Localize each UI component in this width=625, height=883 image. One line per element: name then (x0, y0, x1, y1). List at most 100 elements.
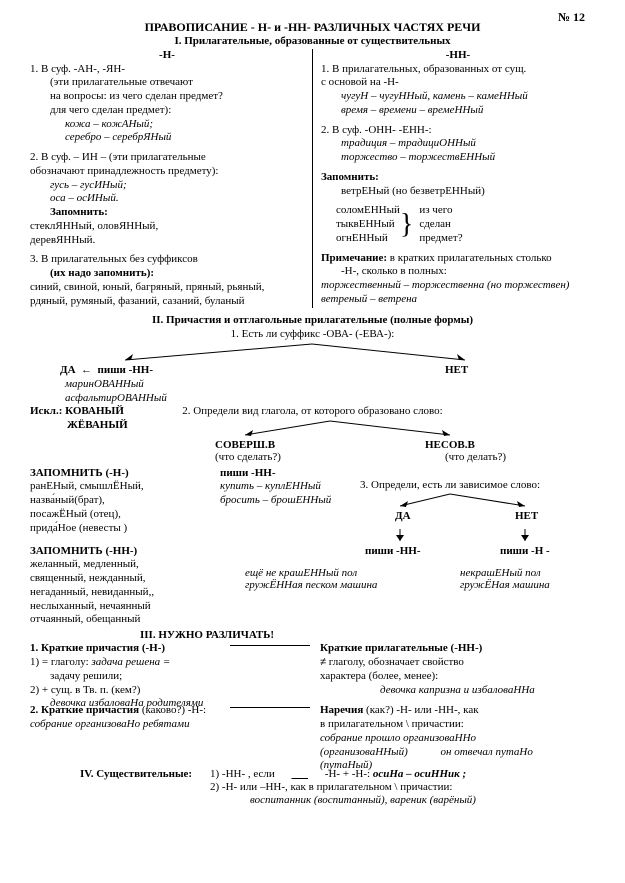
nar-ex1: собрание прошло организоваННо (320, 732, 600, 746)
nar-body: в прилагательном \ причастии: (320, 718, 600, 732)
l2-ex2: оса – осИНый. (50, 192, 304, 206)
nesov-q: (что делать?) (445, 451, 506, 465)
zapom-n-b2: назва́ный(брат), (30, 494, 190, 508)
pishi-n: пиши -Н - (500, 545, 550, 559)
main-title: ПРАВОПИСАНИЕ - Н- и -НН- РАЗЛИЧНЫХ ЧАСТЯ… (30, 20, 595, 35)
sec3-row2: 2. Краткие причастия (каково?) -Н-: собр… (30, 704, 595, 768)
l-zapom-b: стеклЯННый, оловЯННый, (30, 220, 304, 234)
zapom-n-head: ЗАПОМНИТЬ (-Н-) (30, 467, 190, 481)
r2-head: 2. В суф. -ОНН- -ЕНН-: (321, 124, 595, 138)
r-zapom: Запомнить: (321, 171, 595, 185)
nar-head: Наречия (320, 704, 363, 716)
kp2-ex2: собрание организоваНо ребятами (30, 718, 290, 732)
da-1: ДА (60, 364, 76, 376)
ex-net2: гружЁНая машина (460, 579, 550, 593)
section1-columns: -Н- 1. В суф. -АН-, -ЯН- (эти прилагател… (30, 49, 595, 309)
r1-head: 1. В прилагательных, образованных от сущ… (321, 63, 595, 77)
section4: IV. Существительные: 1) -НН- , если -Н- … (30, 768, 595, 808)
brosit: бросить – брошЕННый (220, 494, 331, 508)
l3-head: 3. В прилагательных без суффиксов (30, 253, 304, 267)
kp1-line: 1) = глаголу: задача решена = (30, 656, 290, 670)
pishi-nn-1: пиши -НН- (98, 364, 154, 376)
header-nn: -НН- (321, 49, 595, 63)
arrows-4 (30, 529, 595, 545)
flow-row2: ЗАПОМНИТЬ (-Н-) ранЕНый, смышлЁНый, назв… (30, 467, 595, 529)
sec4-1ex: осиНа – осиННик ; (373, 768, 466, 780)
kpril1-line: ≠ глаголу, обозначает свойство (320, 656, 590, 670)
kp1-ex: задача решена = (91, 656, 170, 668)
kp1: 1) = глаголу: (30, 656, 89, 668)
nar-ex2: (организоваННый) (320, 746, 408, 758)
sec2-q2: 2. Определи вид глагола, от которого обр… (30, 405, 595, 419)
l2-l1: обозначают принадлежность предмету): (30, 165, 304, 179)
l1-l3: для чего сделан предмет): (50, 104, 304, 118)
col-nn: -НН- 1. В прилагательных, образованных о… (312, 49, 595, 309)
r1-ex1: чугуН – чугуННый, камень – камеННый (341, 90, 595, 104)
sec3-row1: 1. Краткие причастия (-Н-) 1) = глаголу:… (30, 642, 595, 704)
zapom-n-b: ранЕНый, смышлЁНый, (30, 480, 190, 494)
col-n: -Н- 1. В суф. -АН-, -ЯН- (эти прилагател… (30, 49, 312, 309)
zapom-nn-head: ЗАПОМНИТЬ (-НН-) (30, 545, 190, 559)
l1-ex1: кожа – кожАНый; (65, 118, 304, 132)
kpril-head: Краткие прилагательные (-НН-) (320, 642, 590, 656)
l1-head: 1. В суф. -АН-, -ЯН- (30, 63, 304, 77)
r2-ex1: традиция – традициОННый (341, 137, 595, 151)
kpril-ex: девочка капризна и избаловаННа (380, 684, 590, 698)
nar-ex-row: (организоваННый) он отвечал путаНо (320, 746, 600, 760)
prim: Примечание: в кратких прилагательных сто… (321, 252, 595, 266)
net-2: НЕТ (515, 510, 538, 524)
header-n: -Н- (30, 49, 304, 63)
brace-icon: } (400, 214, 413, 236)
r1-ex2: время – времени – времеННый (341, 104, 595, 118)
r-braceq2: сделан (419, 218, 462, 232)
r-ogn: огнЕННый (336, 232, 400, 246)
kp2-head: 2. Краткие причастия (30, 704, 139, 716)
l-zapom-b2: деревЯННый. (30, 234, 304, 248)
nar-line1: Наречия (как?) -Н- или -НН-, как (320, 704, 600, 718)
r-solom: соломЕННый (336, 204, 400, 218)
kp1-ex2: задачу решили; (50, 670, 290, 684)
kpril2: характера (более, менее): (320, 670, 590, 684)
r1-l1: с основой на -Н- (321, 76, 595, 90)
kpril1: глаголу, обозначает свойство (329, 656, 464, 668)
r-ex3: ветрЕНый (но безветрЕННый) (341, 185, 595, 199)
sec2-q3: 3. Определи, есть ли зависимое слово: (360, 479, 540, 491)
l2-head: 2. В суф. – ИН – (эти прилагательные (30, 151, 304, 165)
r-braceq3: предмет? (419, 232, 462, 246)
sec2-q1: 1. Есть ли суффикс -ОВА- (-ЕВА-): (30, 328, 595, 342)
l3-sub: (их надо запомнить): (50, 267, 304, 281)
prim-ex2: ветреный – ветрена (321, 293, 595, 307)
kupit: купить – куплЕННый (220, 480, 331, 494)
prim-ex1: торжественный – торжественна (но торжест… (321, 279, 595, 293)
da-2: ДА (395, 510, 411, 524)
l2-ex1: гусь – гусИНый; (50, 179, 304, 193)
prim-head: Примечание: (321, 252, 387, 264)
flow-row1: ДА ← пиши -НН- НЕТ (30, 364, 595, 378)
page-number: № 12 (558, 10, 585, 25)
net-1: НЕТ (445, 364, 468, 378)
sec4-2ex: воспитанник (воспитанный), вареник (варё… (250, 794, 476, 808)
l1-ex2: серебро – серебрЯНый (65, 131, 304, 145)
kp2: 2) + сущ. в Тв. п. (кем?) (30, 684, 290, 698)
l-zapom: Запомнить: (50, 206, 304, 220)
section3-title: III. НУЖНО РАЗЛИЧАТЬ! (140, 629, 595, 643)
pishi-nn-3: пиши -НН- (365, 545, 421, 559)
marin: маринОВАННый (65, 378, 595, 392)
pishi-nn-2: пиши -НН- (220, 467, 331, 481)
section2-title: II. Причастия и отглагольные прилагатель… (30, 314, 595, 328)
section1-title: I. Прилагательные, образованные от сущес… (30, 35, 595, 49)
sec4-2: 2) -Н- или –НН-, как в прилагательном \ … (210, 781, 452, 793)
nar-ex3: он отвечал путаНо (441, 746, 533, 758)
sec4-head: IV. Существительные: (80, 768, 192, 780)
kp2-q: (каково?) -Н-: (142, 704, 206, 716)
prim-body1: в кратких прилагательных столько (390, 252, 552, 264)
sec4-1: 1) -НН- , если (210, 768, 275, 780)
zapom-n-b3: посажЁНый (отец), (30, 508, 190, 522)
r2-ex2: торжество – торжествЕННый (341, 151, 595, 165)
r-braceq1: из чего (419, 204, 462, 218)
flow-row3: ЗАПОМНИТЬ (-НН-) желанный, медленный, св… (30, 545, 595, 623)
l1-l2: на вопросы: из чего сделан предмет? (50, 90, 304, 104)
prim-body2: -Н-, сколько в полных: (341, 265, 595, 279)
asfalt: асфальтирОВАННый (65, 392, 595, 406)
arrows-1 (30, 342, 595, 364)
